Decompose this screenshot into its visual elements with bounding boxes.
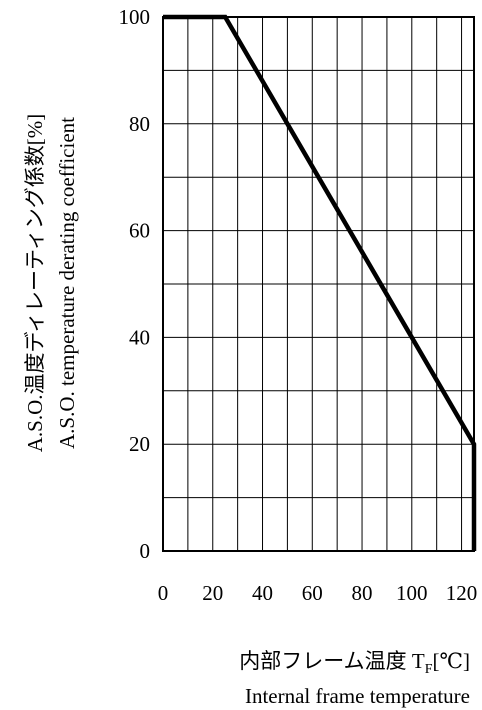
x-tick-label: 100 [396, 581, 428, 605]
x-axis-label-main: 内部フレーム温度 T [239, 649, 425, 673]
y-tick-label: 40 [129, 325, 150, 349]
x-tick-label: 80 [352, 581, 373, 605]
series-line-0 [163, 14, 477, 551]
y-tick-labels: 0 20 40 60 80 100 [119, 5, 151, 563]
x-tick-labels: 0 20 40 60 80 100 120 [158, 581, 478, 605]
x-tick-label: 20 [202, 581, 223, 605]
plot-frame [162, 16, 475, 552]
y-tick-label: 100 [119, 5, 151, 29]
x-axis-label-subscript: F [425, 662, 433, 677]
x-axis-label-line1: 内部フレーム温度 TF[℃] [239, 649, 470, 677]
y-tick-label: 80 [129, 112, 150, 136]
x-axis-label-unit: [℃] [433, 649, 470, 673]
x-tick-label: 120 [446, 581, 478, 605]
series-group [163, 14, 477, 551]
x-tick-label: 40 [252, 581, 273, 605]
y-tick-label: 60 [129, 219, 150, 243]
x-tick-label: 0 [158, 581, 169, 605]
y-axis-label-line2: A.S.O. temperature derating coefficient [55, 117, 79, 449]
x-axis-label-line2: Internal frame temperature [245, 684, 470, 708]
y-tick-label: 0 [140, 539, 151, 563]
y-tick-label: 20 [129, 432, 150, 456]
y-axis-label-line1: A.S.O.温度ディレーティング係数[%] [23, 114, 47, 453]
grid-lines [163, 17, 474, 551]
x-tick-label: 60 [302, 581, 323, 605]
